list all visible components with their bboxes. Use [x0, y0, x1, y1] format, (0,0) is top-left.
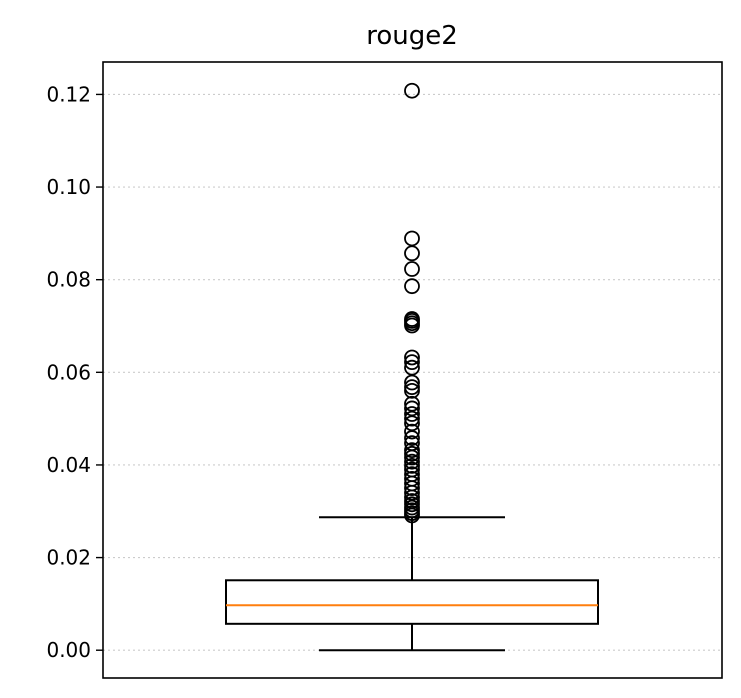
- outlier-point: [404, 453, 420, 470]
- y-tick-label: 0.10: [46, 175, 91, 199]
- outlier-point: [404, 457, 420, 474]
- outlier-point: [404, 261, 420, 277]
- y-tick-label: 0.12: [46, 82, 91, 106]
- outlier-point: [404, 374, 420, 391]
- outlier-point: [404, 480, 420, 497]
- box-series: [225, 516, 599, 652]
- outlier-point: [404, 449, 420, 466]
- plot-frame: [102, 61, 723, 679]
- outlier-points: [404, 82, 420, 524]
- y-tick-label: 0.08: [46, 268, 91, 292]
- outlier-point: [404, 382, 420, 399]
- outlier-point: [404, 410, 420, 427]
- outlier-point: [404, 354, 420, 371]
- outlier-point: [404, 245, 420, 262]
- y-axis-ticks: 0.00 0.02 0.04 0.06 0.08 0.10 0.12: [46, 82, 103, 662]
- outlier-point: [404, 349, 420, 366]
- chart-title: rouge2: [366, 21, 458, 51]
- outlier-point: [404, 230, 420, 247]
- outlier-point: [404, 423, 420, 440]
- outlier-point: [404, 379, 420, 396]
- outlier-point: [404, 278, 420, 295]
- outlier-point: [404, 442, 420, 459]
- y-tick-label: 0.06: [46, 360, 91, 384]
- outlier-point: [404, 507, 420, 524]
- outlier-point: [404, 445, 420, 462]
- outlier-point: [404, 82, 420, 99]
- outlier-point: [404, 317, 420, 334]
- y-tick-label: 0.00: [46, 638, 91, 662]
- y-tick-label: 0.04: [46, 453, 91, 477]
- y-tick-label: 0.02: [46, 546, 91, 570]
- outlier-point: [404, 406, 420, 422]
- outlier-point: [404, 489, 420, 506]
- iqr-box: [225, 579, 599, 625]
- grid-lines: [103, 93, 722, 651]
- outlier-point: [404, 430, 420, 446]
